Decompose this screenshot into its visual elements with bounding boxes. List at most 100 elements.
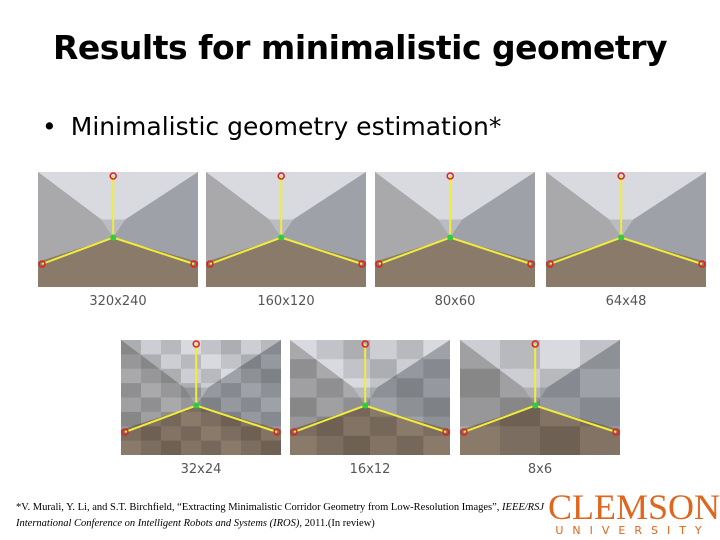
pixel-block [261,368,281,384]
left-wall [38,172,114,262]
pixel-block [181,440,201,455]
endpoint [273,428,281,436]
endpoint [531,340,539,348]
pixel-block [141,340,161,355]
ceiling [460,340,620,388]
pixel-block [161,426,181,441]
pixel-block [460,340,500,369]
pixel-block [261,354,281,369]
vanishing-point [193,402,200,409]
pixel-block [290,397,317,417]
pixel-block [261,411,281,427]
footnote: *V. Murali, Y. Li, and S.T. Birchfield, … [16,500,546,532]
pixel-block [290,378,317,398]
geometry-line [549,236,622,265]
corridor-image [546,172,706,287]
endpoint [38,260,46,268]
right-wall [196,340,281,430]
pixel-block [141,354,161,369]
pixel-block [396,378,424,398]
pixel-block [241,426,261,441]
endpoint [617,172,625,180]
endpoint [358,260,366,268]
geometry-line [463,404,536,433]
corridor-image [38,172,198,287]
geometry-line [534,404,617,433]
ceiling [375,172,535,220]
endpoint [612,428,620,436]
corridor-image [460,340,620,455]
pixel-block [161,411,181,427]
vanishing-point [278,234,285,241]
pixel-block [261,383,281,398]
ceiling [546,172,706,220]
geometry-line [124,404,197,433]
pixel-block [121,354,141,369]
endpoint [527,260,535,268]
title: Results for minimalistic geometry [53,28,668,67]
corridor-image [121,340,281,455]
pixel-block [181,354,201,369]
pixel-block [221,354,241,369]
endpoint [109,172,117,180]
pixel-block [161,354,181,369]
pixel-block [201,411,221,427]
pixel-block [161,383,181,398]
ceiling [290,340,450,388]
footnote-venue: IEEE/RSJ International Conference on Int… [16,502,545,529]
left-wall [290,340,366,430]
pixel-block [343,416,370,436]
pixel-block [370,340,397,360]
pixel-block [423,397,450,417]
image-label: 320x240 [89,294,146,309]
pixel-block [161,440,181,455]
endpoint [442,428,450,436]
bullet-dot: • [42,112,57,141]
geometry-line [620,236,703,265]
pixel-block [290,359,317,379]
pixel-block [221,397,241,412]
footnote-year: 2011.(In review) [304,518,375,529]
pixel-block [396,359,424,379]
right-wall [535,340,620,430]
pixel-block [121,383,141,398]
pixel-block [241,440,261,455]
pixel-block [201,383,221,398]
pixel-block [500,368,540,398]
pixel-block [343,340,370,360]
pixel-block [141,411,161,427]
pixel-block [316,340,344,360]
left-wall [375,172,451,262]
geometry-line [195,404,278,433]
pixel-block [396,340,424,360]
image-label: 64x48 [606,294,647,309]
pixel-block [121,340,141,355]
pixel-block [370,416,397,436]
endpoint [361,340,369,348]
image-label: 8x6 [528,462,552,477]
pixel-block [221,426,241,441]
pixel-block [460,397,500,427]
pixel-block [370,378,397,398]
vanishing-point [532,402,539,409]
pixel-block [181,426,201,441]
pixel-block [343,359,370,379]
left-wall [121,340,197,430]
vanishing-point [447,234,454,241]
pixel-block [500,426,540,455]
endpoint [190,260,198,268]
pixel-block [343,435,370,455]
pixel-block [221,340,241,355]
geometry-line [280,236,363,265]
pixel-block [241,354,261,369]
pixel-block [540,426,580,455]
endpoint [121,428,129,436]
pixel-block [540,397,580,427]
endpoint [460,428,468,436]
corridor-image [206,172,366,287]
image-label: 80x60 [435,294,476,309]
geometry-line [364,404,447,433]
pixel-block [261,340,281,355]
pixel-block [423,359,450,379]
